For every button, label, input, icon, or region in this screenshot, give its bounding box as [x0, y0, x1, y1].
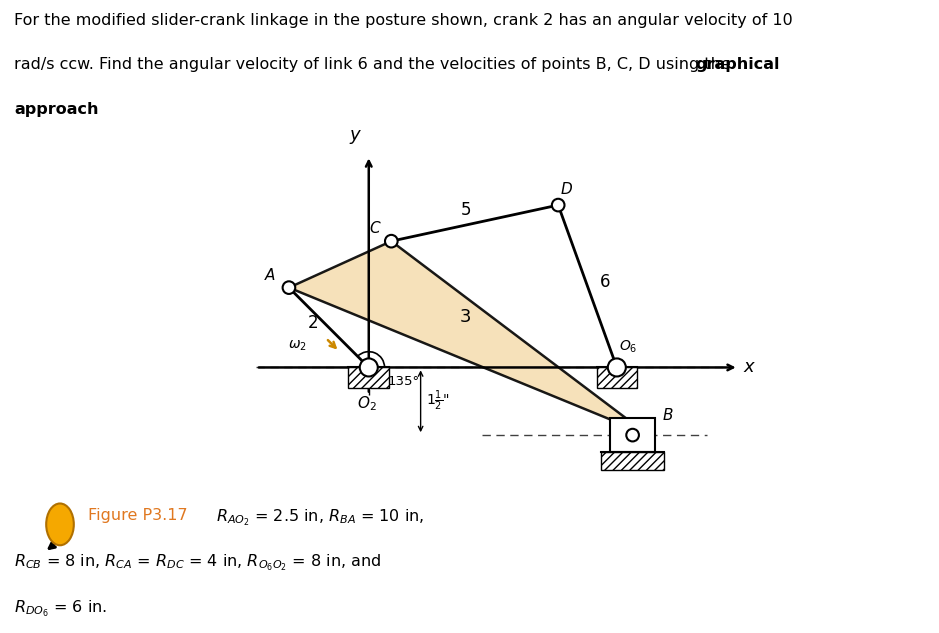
Text: $o4$: $o4$: [638, 429, 655, 442]
Text: $A$: $A$: [264, 267, 276, 283]
Text: $x$: $x$: [743, 358, 757, 377]
Text: $C$: $C$: [369, 220, 381, 235]
Text: $y$: $y$: [348, 128, 362, 146]
Bar: [610, 418, 655, 452]
Text: $O_6$: $O_6$: [619, 339, 638, 355]
Text: 5: 5: [460, 201, 471, 218]
Text: $1\frac{1}{2}$": $1\frac{1}{2}$": [426, 389, 450, 413]
Circle shape: [626, 429, 639, 441]
Text: $\omega_2$: $\omega_2$: [288, 339, 307, 353]
Polygon shape: [289, 241, 649, 435]
Circle shape: [385, 235, 397, 248]
Circle shape: [283, 281, 295, 294]
Circle shape: [46, 503, 74, 545]
Text: graphical: graphical: [695, 57, 779, 72]
Text: 135°: 135°: [388, 375, 420, 389]
Bar: [348, 367, 389, 388]
Bar: [601, 452, 664, 470]
Circle shape: [552, 199, 564, 211]
Text: $R_{CB}$ = 8 in, $R_{CA}$ = $R_{DC}$ = 4 in, $R_{O_6O_2}$ = 8 in, and: $R_{CB}$ = 8 in, $R_{CA}$ = $R_{DC}$ = 4…: [14, 552, 381, 573]
Text: 3: 3: [460, 308, 471, 326]
Text: Figure P3.17: Figure P3.17: [87, 508, 192, 523]
Circle shape: [360, 358, 377, 377]
Text: $R_{DO_6}$ = 6 in.: $R_{DO_6}$ = 6 in.: [14, 598, 107, 619]
Text: rad/s ccw. Find the angular velocity of link 6 and the velocities of points B, C: rad/s ccw. Find the angular velocity of …: [14, 57, 736, 72]
Text: $B$: $B$: [662, 407, 673, 423]
Text: For the modified slider-crank linkage in the posture shown, crank 2 has an angul: For the modified slider-crank linkage in…: [14, 13, 793, 28]
Text: 6: 6: [600, 273, 610, 291]
Text: approach: approach: [14, 102, 99, 117]
Text: $R_{AO_2}$ = 2.5 in, $R_{BA}$ = 10 in,: $R_{AO_2}$ = 2.5 in, $R_{BA}$ = 10 in,: [217, 508, 424, 529]
Circle shape: [608, 358, 625, 377]
Bar: [596, 367, 638, 388]
Text: $D$: $D$: [561, 181, 574, 197]
Text: $O_2$: $O_2$: [357, 394, 377, 413]
Text: 2: 2: [308, 314, 318, 332]
